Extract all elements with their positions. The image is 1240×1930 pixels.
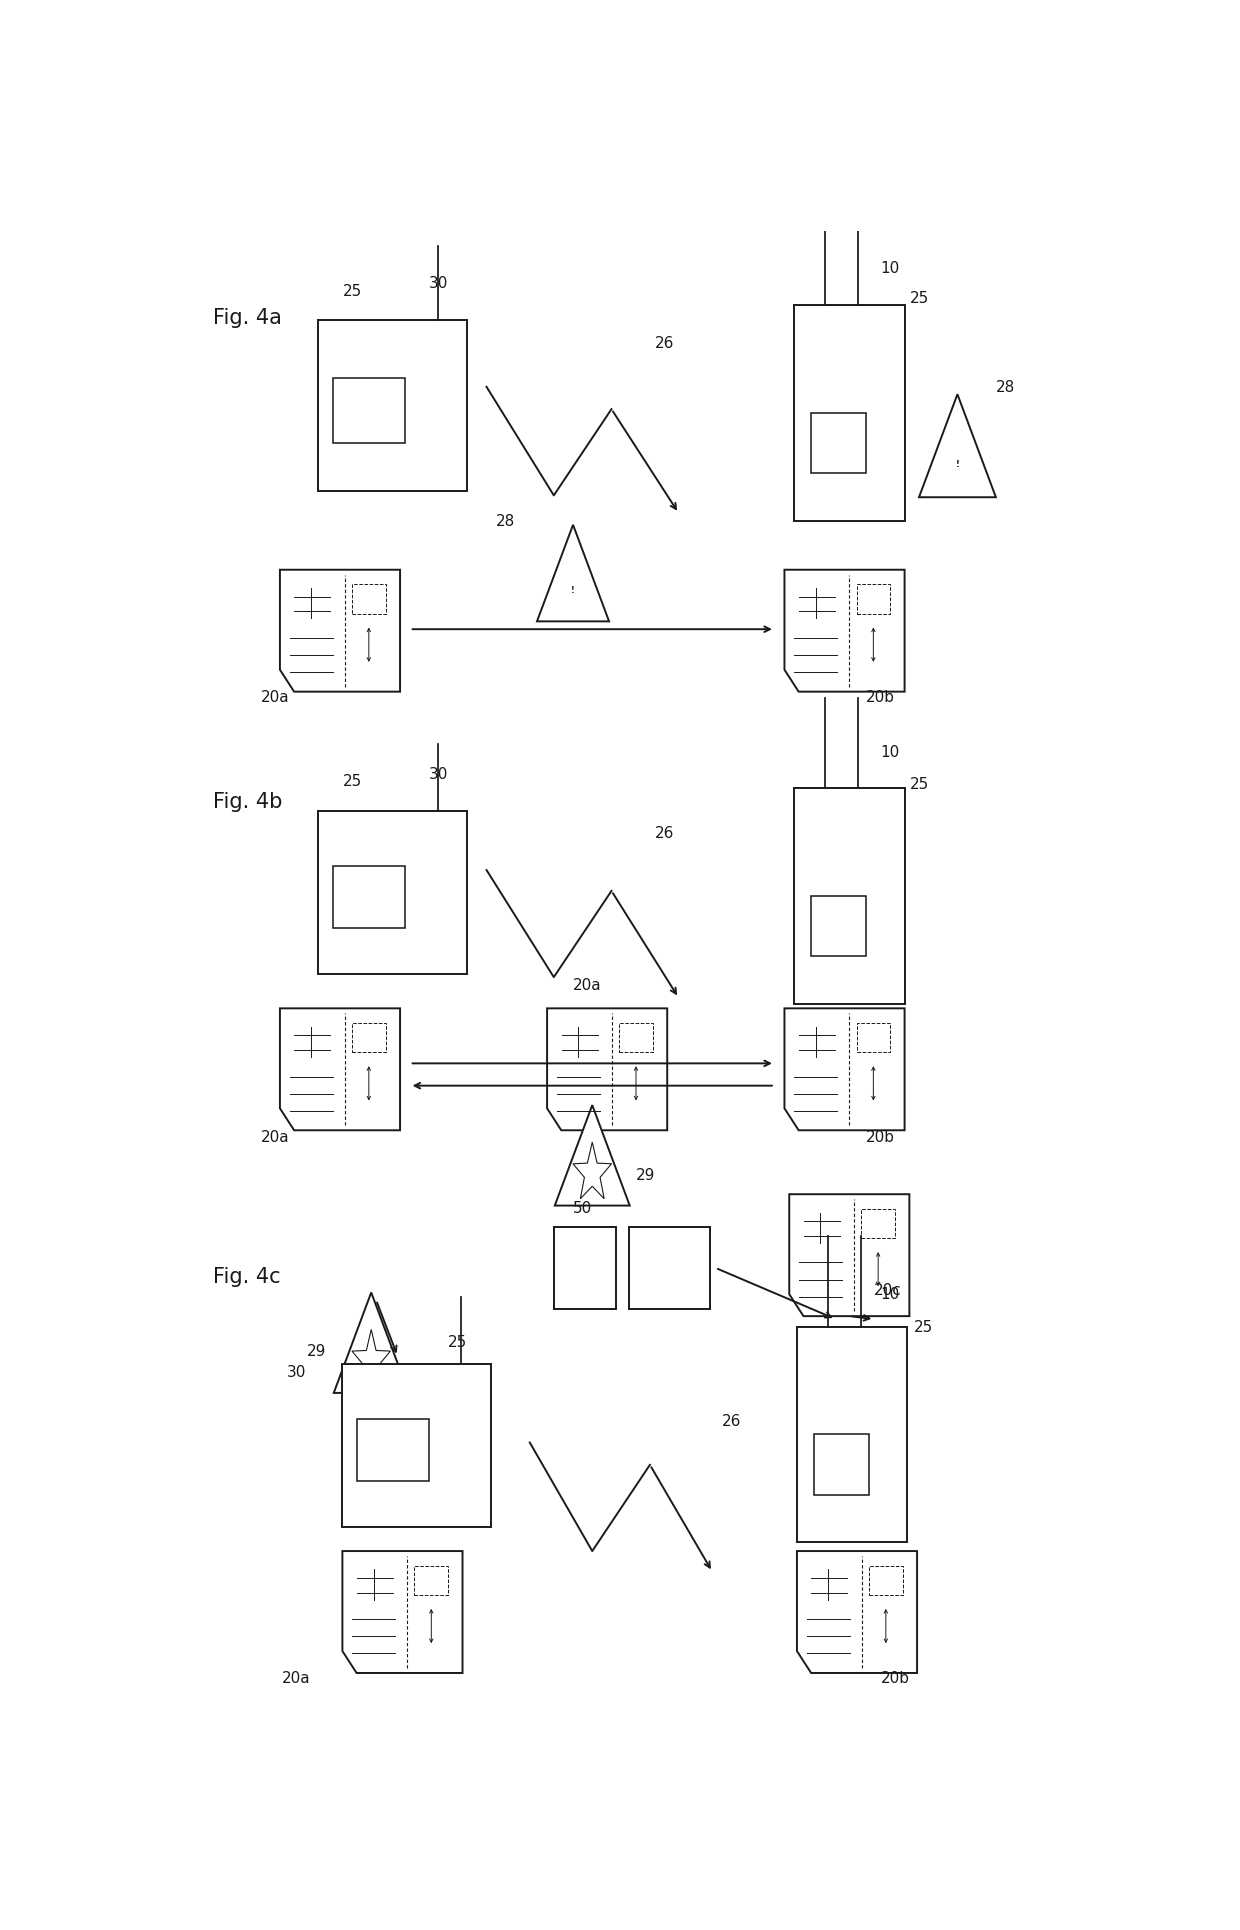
Text: 29: 29 <box>635 1168 655 1183</box>
Bar <box>352 585 386 614</box>
Text: 10: 10 <box>880 745 900 758</box>
Bar <box>342 1365 491 1527</box>
Polygon shape <box>547 1009 667 1131</box>
Polygon shape <box>537 525 609 621</box>
Bar <box>334 378 404 444</box>
Polygon shape <box>785 1009 905 1131</box>
Text: 20a: 20a <box>573 977 601 992</box>
Text: 28: 28 <box>996 380 1016 396</box>
Text: Fig. 4a: Fig. 4a <box>213 309 281 328</box>
Bar <box>811 413 866 475</box>
Bar <box>857 1023 890 1052</box>
Polygon shape <box>785 571 905 693</box>
Text: 26: 26 <box>655 826 675 841</box>
Polygon shape <box>919 396 996 498</box>
Text: Fig. 4c: Fig. 4c <box>213 1266 280 1287</box>
Polygon shape <box>280 1009 401 1131</box>
Text: 28: 28 <box>496 513 516 529</box>
Text: 26: 26 <box>722 1413 742 1428</box>
Bar <box>414 1565 448 1594</box>
Text: 25: 25 <box>910 778 930 791</box>
Text: 30: 30 <box>429 766 449 782</box>
Polygon shape <box>280 571 401 693</box>
Polygon shape <box>789 1195 909 1316</box>
Bar <box>813 1434 869 1496</box>
Text: 10: 10 <box>880 261 900 276</box>
Text: 29: 29 <box>306 1343 326 1359</box>
Text: 25: 25 <box>914 1320 934 1334</box>
Bar <box>857 585 890 614</box>
Polygon shape <box>797 1552 918 1673</box>
Bar <box>619 1023 652 1052</box>
Text: !: ! <box>572 585 575 594</box>
Bar <box>319 811 467 975</box>
Text: 50: 50 <box>573 1200 593 1216</box>
Text: 10: 10 <box>880 1287 900 1301</box>
Polygon shape <box>342 1552 463 1673</box>
Polygon shape <box>352 1330 391 1386</box>
Text: Fig. 4b: Fig. 4b <box>213 791 281 811</box>
Text: 30: 30 <box>286 1365 306 1378</box>
Text: !: ! <box>956 459 960 469</box>
Bar <box>794 789 905 1004</box>
Text: 25: 25 <box>448 1334 467 1349</box>
Bar <box>554 1227 616 1309</box>
Bar <box>319 320 467 492</box>
Text: 30: 30 <box>429 276 449 291</box>
Polygon shape <box>573 1143 611 1199</box>
Bar <box>797 1326 908 1542</box>
Text: 25: 25 <box>910 291 930 305</box>
Bar <box>811 897 866 957</box>
Text: 25: 25 <box>342 774 362 789</box>
Text: 25: 25 <box>342 284 362 299</box>
Text: 20a: 20a <box>260 1129 289 1144</box>
Bar <box>334 867 404 928</box>
Bar <box>862 1210 895 1239</box>
Polygon shape <box>334 1293 409 1393</box>
Bar <box>352 1023 386 1052</box>
Text: 20c: 20c <box>874 1282 901 1297</box>
Text: 20b: 20b <box>880 1669 910 1685</box>
Text: 20a: 20a <box>260 689 289 704</box>
Bar <box>629 1227 711 1309</box>
Text: 20b: 20b <box>866 1129 895 1144</box>
Bar <box>357 1420 429 1482</box>
Text: 20b: 20b <box>866 689 895 704</box>
Text: 20a: 20a <box>281 1669 310 1685</box>
Text: 26: 26 <box>655 336 675 351</box>
Polygon shape <box>554 1106 630 1206</box>
Bar <box>794 305 905 521</box>
Bar <box>869 1565 903 1594</box>
